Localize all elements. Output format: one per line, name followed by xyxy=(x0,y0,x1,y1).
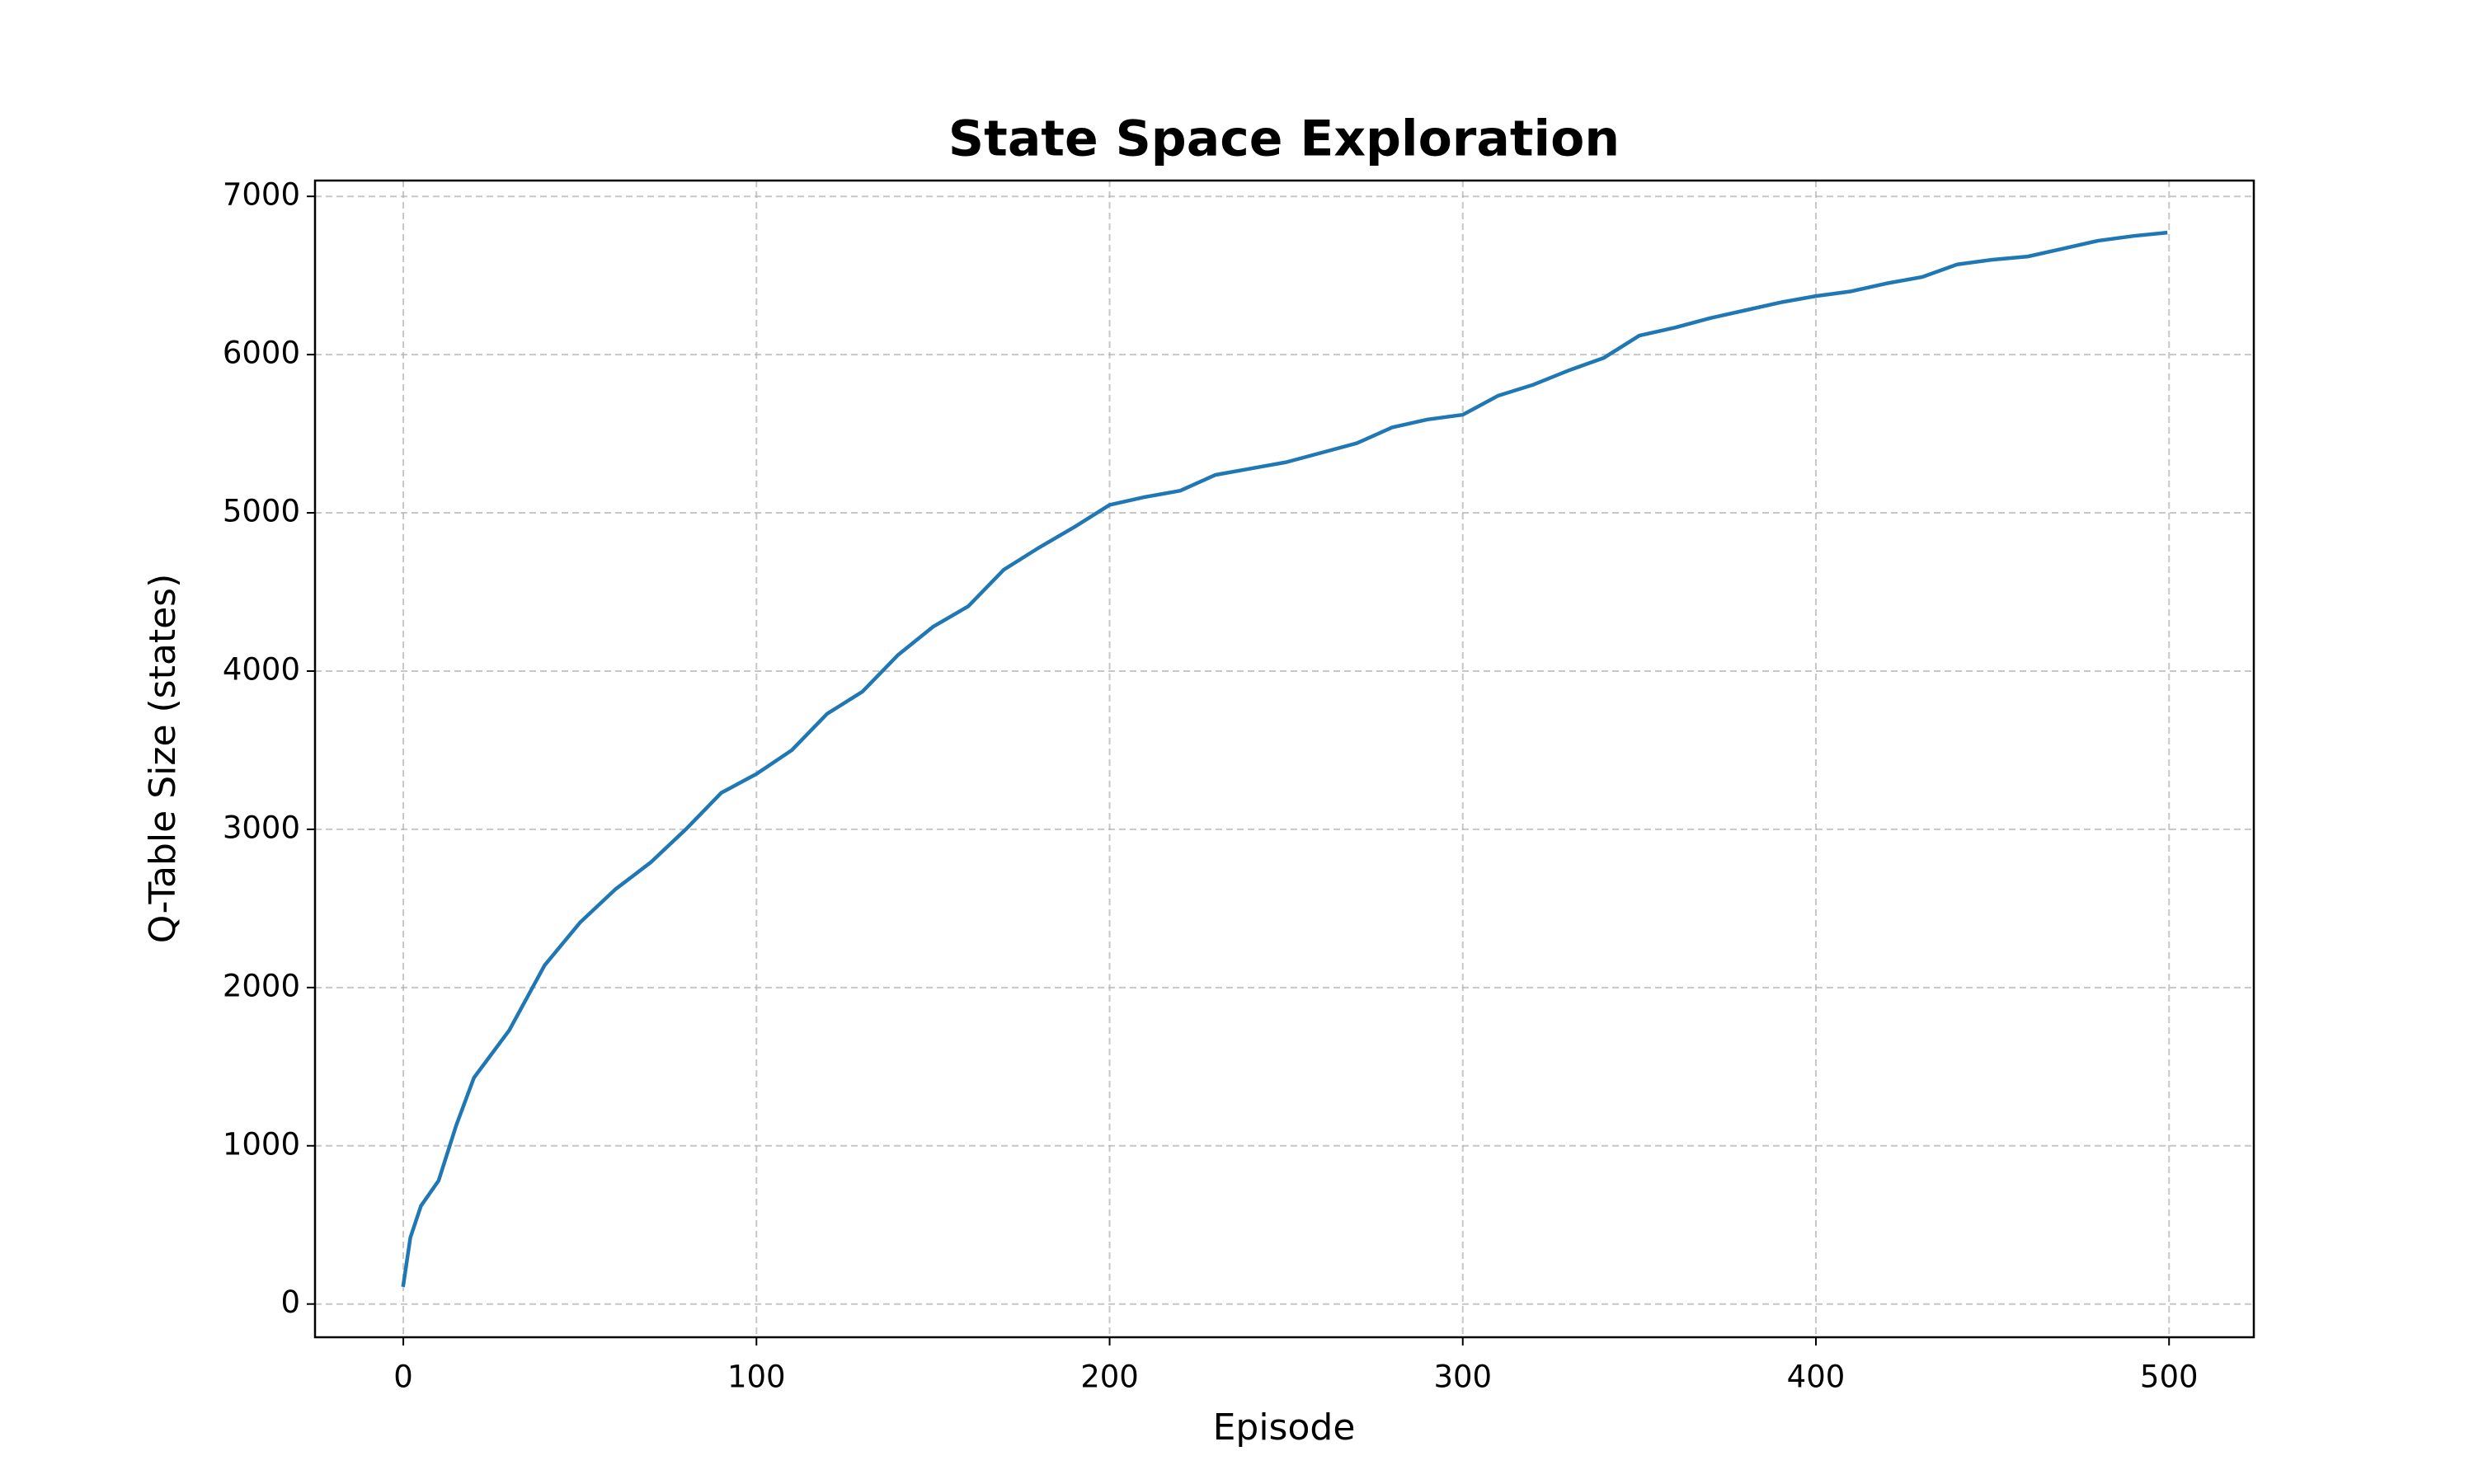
y-tick-label: 7000 xyxy=(223,177,300,213)
y-tick-label: 2000 xyxy=(223,968,300,1003)
plot-frame xyxy=(313,179,2255,1339)
y-tick-label: 4000 xyxy=(223,651,300,687)
chart-title: State Space Exploration xyxy=(948,110,1620,168)
x-tick-label: 100 xyxy=(727,1360,786,1395)
x-axis-label: Episode xyxy=(1213,1407,1356,1449)
x-tick-label: 500 xyxy=(2140,1360,2199,1395)
y-tick-label: 1000 xyxy=(223,1126,300,1162)
y-axis-label: Q-Table Size (states) xyxy=(142,574,184,944)
y-tick-label: 6000 xyxy=(223,336,300,371)
x-tick-label: 0 xyxy=(393,1360,413,1395)
data-line xyxy=(401,230,2168,1288)
x-tick-label: 400 xyxy=(1787,1360,1846,1395)
y-tick-label: 3000 xyxy=(223,810,300,845)
x-tick-label: 300 xyxy=(1433,1360,1492,1395)
y-tick-label: 5000 xyxy=(223,494,300,529)
y-tick-label: 0 xyxy=(280,1284,300,1320)
x-tick-label: 200 xyxy=(1080,1360,1139,1395)
